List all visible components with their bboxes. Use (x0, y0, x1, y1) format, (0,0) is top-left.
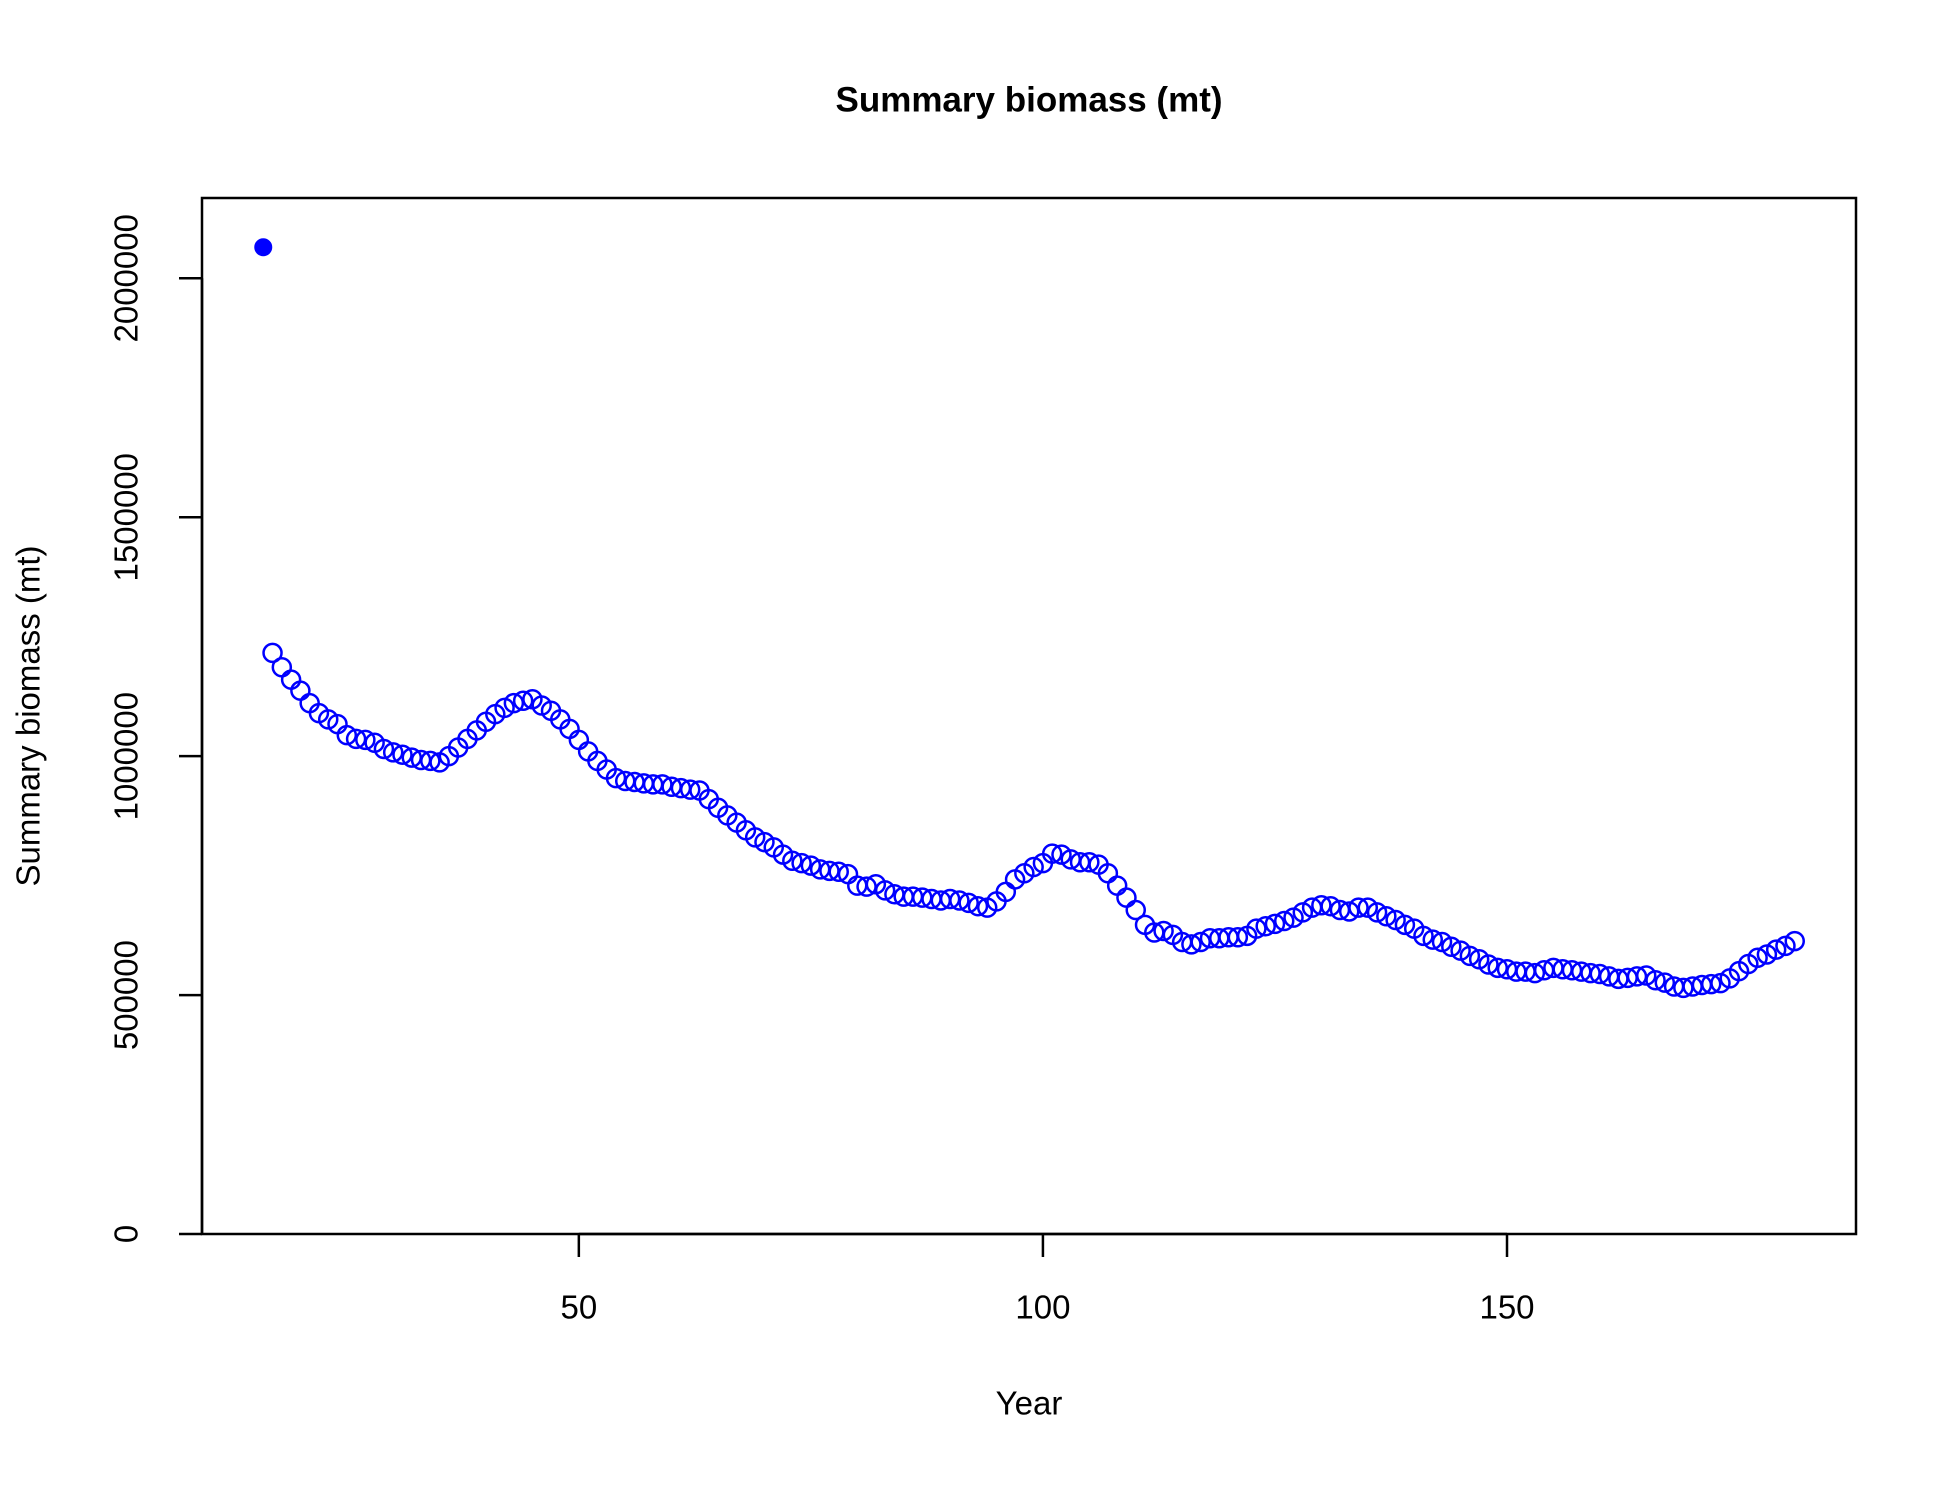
data-point (605, 767, 627, 789)
data-point (1264, 913, 1286, 935)
data-point (1227, 926, 1249, 948)
data-point (652, 774, 673, 795)
data-point (345, 728, 367, 750)
data-point (679, 779, 701, 800)
data-point (1784, 930, 1805, 952)
data-point (392, 744, 413, 765)
data-point (791, 852, 812, 874)
data-point (1255, 916, 1276, 937)
data-point (800, 855, 822, 876)
data-point (420, 750, 441, 772)
data-point (254, 238, 273, 257)
data-point (512, 690, 534, 711)
data-point (382, 742, 404, 763)
data-point (1376, 905, 1397, 927)
y-tick-label: 1000000 (108, 692, 145, 820)
data-point (874, 880, 896, 901)
x-axis-label: Year (996, 1385, 1063, 1422)
data-point (1700, 973, 1722, 995)
data-point (1765, 939, 1787, 960)
data-point (958, 892, 979, 914)
data-point (1478, 954, 1499, 975)
x-tick-label: 150 (1479, 1289, 1534, 1326)
data-point (355, 729, 376, 751)
data-point (949, 890, 970, 911)
data-point (1311, 894, 1332, 916)
data-point (939, 888, 961, 910)
data-point (828, 861, 849, 883)
data-point (1190, 931, 1211, 953)
data-point (1413, 925, 1434, 947)
data-point (373, 738, 395, 760)
data-point (1079, 851, 1100, 873)
data-point (1459, 945, 1481, 967)
data-point (1747, 947, 1768, 969)
x-tick-label: 50 (560, 1289, 597, 1326)
data-point (336, 724, 358, 746)
data-point (1366, 902, 1388, 923)
data-point (782, 850, 803, 872)
data-point (1589, 963, 1611, 985)
data-point (1320, 895, 1341, 917)
data-point (1524, 962, 1546, 984)
data-point (1487, 957, 1508, 979)
data-point (1626, 966, 1648, 987)
data-point (1654, 972, 1676, 993)
data-point (1348, 897, 1369, 918)
y-tick-label: 1500000 (108, 453, 145, 581)
chart-title: Summary biomass (mt) (835, 80, 1222, 119)
data-point (1153, 920, 1174, 942)
data-point (1441, 936, 1462, 958)
y-tick-label: 0 (108, 1225, 145, 1243)
data-point (262, 642, 283, 664)
x-tick-label: 100 (1015, 1289, 1070, 1326)
data-point (1422, 929, 1444, 950)
data-point (1273, 910, 1295, 932)
data-point (1246, 918, 1267, 939)
data-point (1338, 901, 1360, 922)
y-axis-label: Summary biomass (mt) (10, 545, 47, 886)
data-point (1181, 934, 1202, 955)
data-point (967, 895, 989, 917)
data-point (1023, 856, 1044, 878)
y-tick-label: 2000000 (108, 214, 145, 342)
y-tick-label: 500000 (108, 940, 145, 1050)
data-point (1125, 899, 1146, 921)
data-point (1394, 914, 1416, 936)
data-point (503, 692, 525, 714)
data-point (1041, 843, 1063, 864)
data-point (856, 876, 877, 897)
data-point (1645, 970, 1666, 991)
